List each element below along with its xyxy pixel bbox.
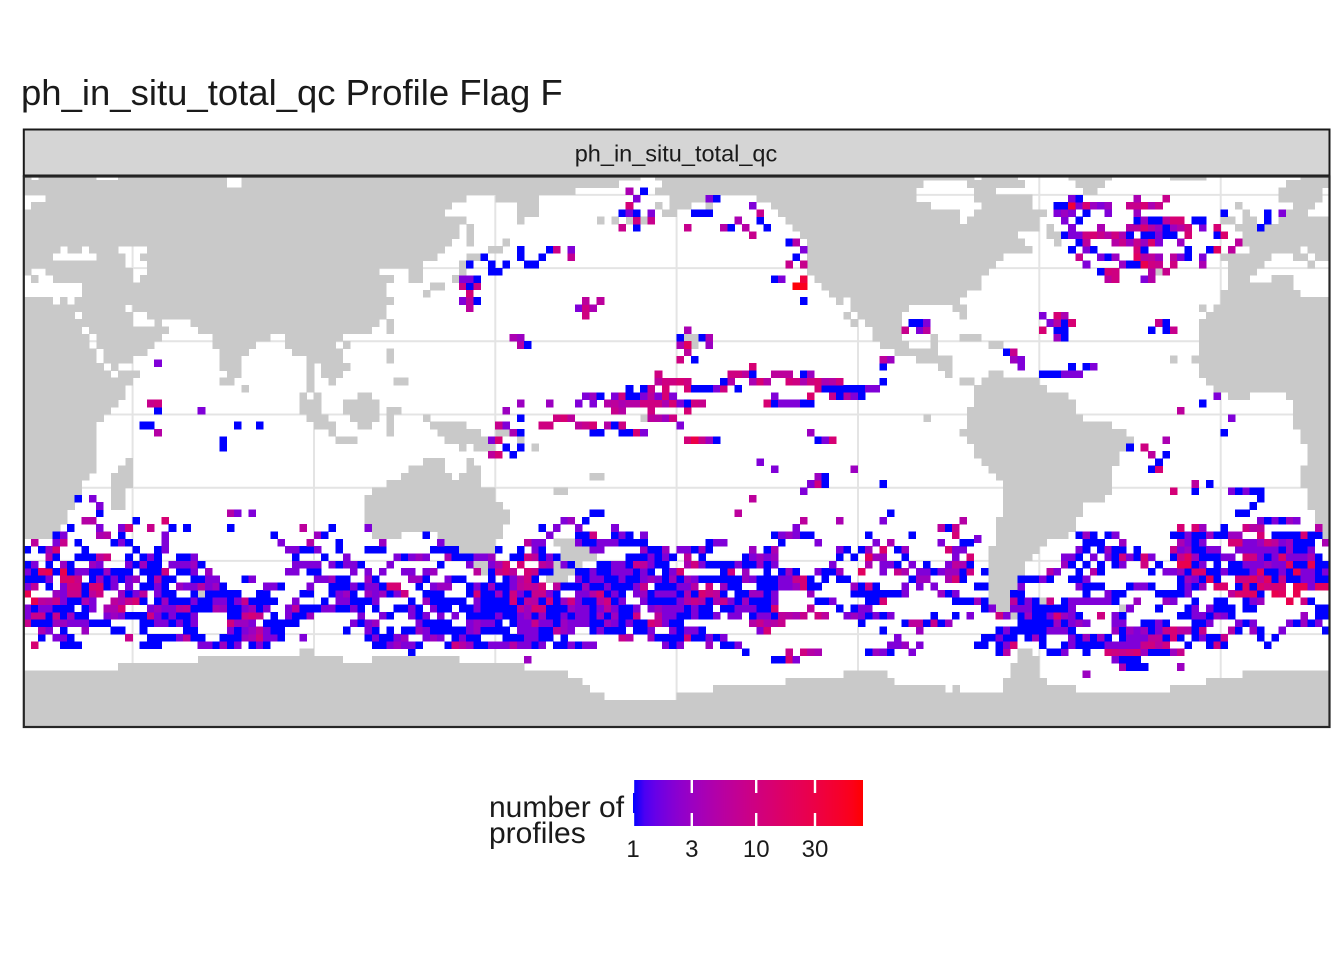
svg-text:ph_in_situ_total_qc Profile Fl: ph_in_situ_total_qc Profile Flag F [21, 72, 563, 113]
svg-text:ph_in_situ_total_qc: ph_in_situ_total_qc [575, 141, 778, 167]
svg-text:number of: number of [489, 791, 625, 824]
svg-text:3: 3 [685, 836, 698, 863]
svg-text:30: 30 [802, 836, 829, 863]
svg-text:10: 10 [743, 836, 770, 863]
svg-text:profiles: profiles [489, 817, 586, 850]
svg-text:1: 1 [626, 836, 639, 863]
